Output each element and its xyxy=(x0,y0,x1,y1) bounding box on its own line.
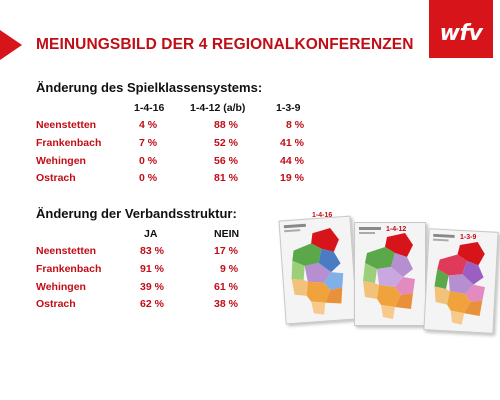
table-cell: 88 % xyxy=(214,119,238,132)
table-row: Wehingen 0 % 56 % 44 % xyxy=(36,152,316,170)
spielklassen-table: 1-4-16 1-4-12 (a/b) 1-3-9 Neenstetten 4 … xyxy=(36,99,316,187)
region-map-image xyxy=(432,233,485,325)
table-cell: 7 % xyxy=(139,136,158,149)
table-header-row: JA NEIN xyxy=(36,225,260,243)
row-label: Wehingen xyxy=(36,154,86,167)
map-label: 1-3-9 xyxy=(460,234,477,241)
table-cell: 19 % xyxy=(280,172,304,185)
table-row: Frankenbach 91 % 9 % xyxy=(36,260,260,278)
table-cell: 81 % xyxy=(214,172,238,185)
table-cell: 56 % xyxy=(214,154,238,167)
logo-text: wfv xyxy=(439,21,483,46)
table-cell: 17 % xyxy=(214,245,238,258)
table-cell: 61 % xyxy=(214,280,238,293)
section-heading-verbandsstruktur: Änderung der Verbandsstruktur: xyxy=(36,206,237,221)
column-header: 1-4-16 xyxy=(134,101,165,114)
map-card-1-4-16 xyxy=(278,215,358,325)
table-row: Neenstetten 83 % 17 % xyxy=(36,243,260,261)
table-cell: 38 % xyxy=(214,298,238,311)
table-cell: 41 % xyxy=(280,136,304,149)
table-cell: 83 % xyxy=(140,245,164,258)
row-label: Ostrach xyxy=(36,298,76,311)
table-cell: 62 % xyxy=(140,298,164,311)
table-cell: 8 % xyxy=(286,119,305,132)
wfv-logo: wfv xyxy=(429,0,493,58)
table-row: Wehingen 39 % 61 % xyxy=(36,278,260,296)
table-row: Ostrach 62 % 38 % xyxy=(36,295,260,313)
row-label: Wehingen xyxy=(36,280,86,293)
row-label: Neenstetten xyxy=(36,245,97,258)
table-cell: 52 % xyxy=(214,136,238,149)
table-cell: 9 % xyxy=(220,262,239,275)
table-cell: 44 % xyxy=(280,154,304,167)
page-title: MEINUNGSBILD DER 4 REGIONALKONFERENZEN xyxy=(36,36,414,53)
table-row: Frankenbach 7 % 52 % 41 % xyxy=(36,134,316,152)
map-label: 1-4-16 xyxy=(312,212,333,219)
table-cell: 0 % xyxy=(139,154,158,167)
column-header: 1-4-12 (a/b) xyxy=(190,101,246,114)
column-header: NEIN xyxy=(214,227,240,240)
table-cell: 39 % xyxy=(140,280,164,293)
table-row: Neenstetten 4 % 88 % 8 % xyxy=(36,117,316,135)
row-label: Neenstetten xyxy=(36,119,97,132)
region-map-image xyxy=(359,227,415,319)
column-header: JA xyxy=(144,227,158,240)
title-accent-tab xyxy=(0,30,22,60)
row-label: Frankenbach xyxy=(36,136,102,149)
region-map-image xyxy=(283,223,344,315)
map-card-1-4-12 xyxy=(354,222,426,326)
map-label: 1-4-12 xyxy=(386,226,407,233)
row-label: Ostrach xyxy=(36,172,76,185)
section-heading-spielklassen: Änderung des Spielklassensystems: xyxy=(36,80,263,95)
table-header-row: 1-4-16 1-4-12 (a/b) 1-3-9 xyxy=(36,99,316,117)
column-header: 1-3-9 xyxy=(276,101,301,114)
verbandsstruktur-table: JA NEIN Neenstetten 83 % 17 % Frankenbac… xyxy=(36,225,260,313)
table-row: Ostrach 0 % 81 % 19 % xyxy=(36,169,316,187)
row-label: Frankenbach xyxy=(36,262,102,275)
table-cell: 4 % xyxy=(139,119,158,132)
map-card-1-3-9 xyxy=(423,228,499,334)
table-cell: 0 % xyxy=(139,172,158,185)
map-thumbnails: 1-4-16 1-4-12 xyxy=(278,212,499,334)
table-cell: 91 % xyxy=(140,262,164,275)
